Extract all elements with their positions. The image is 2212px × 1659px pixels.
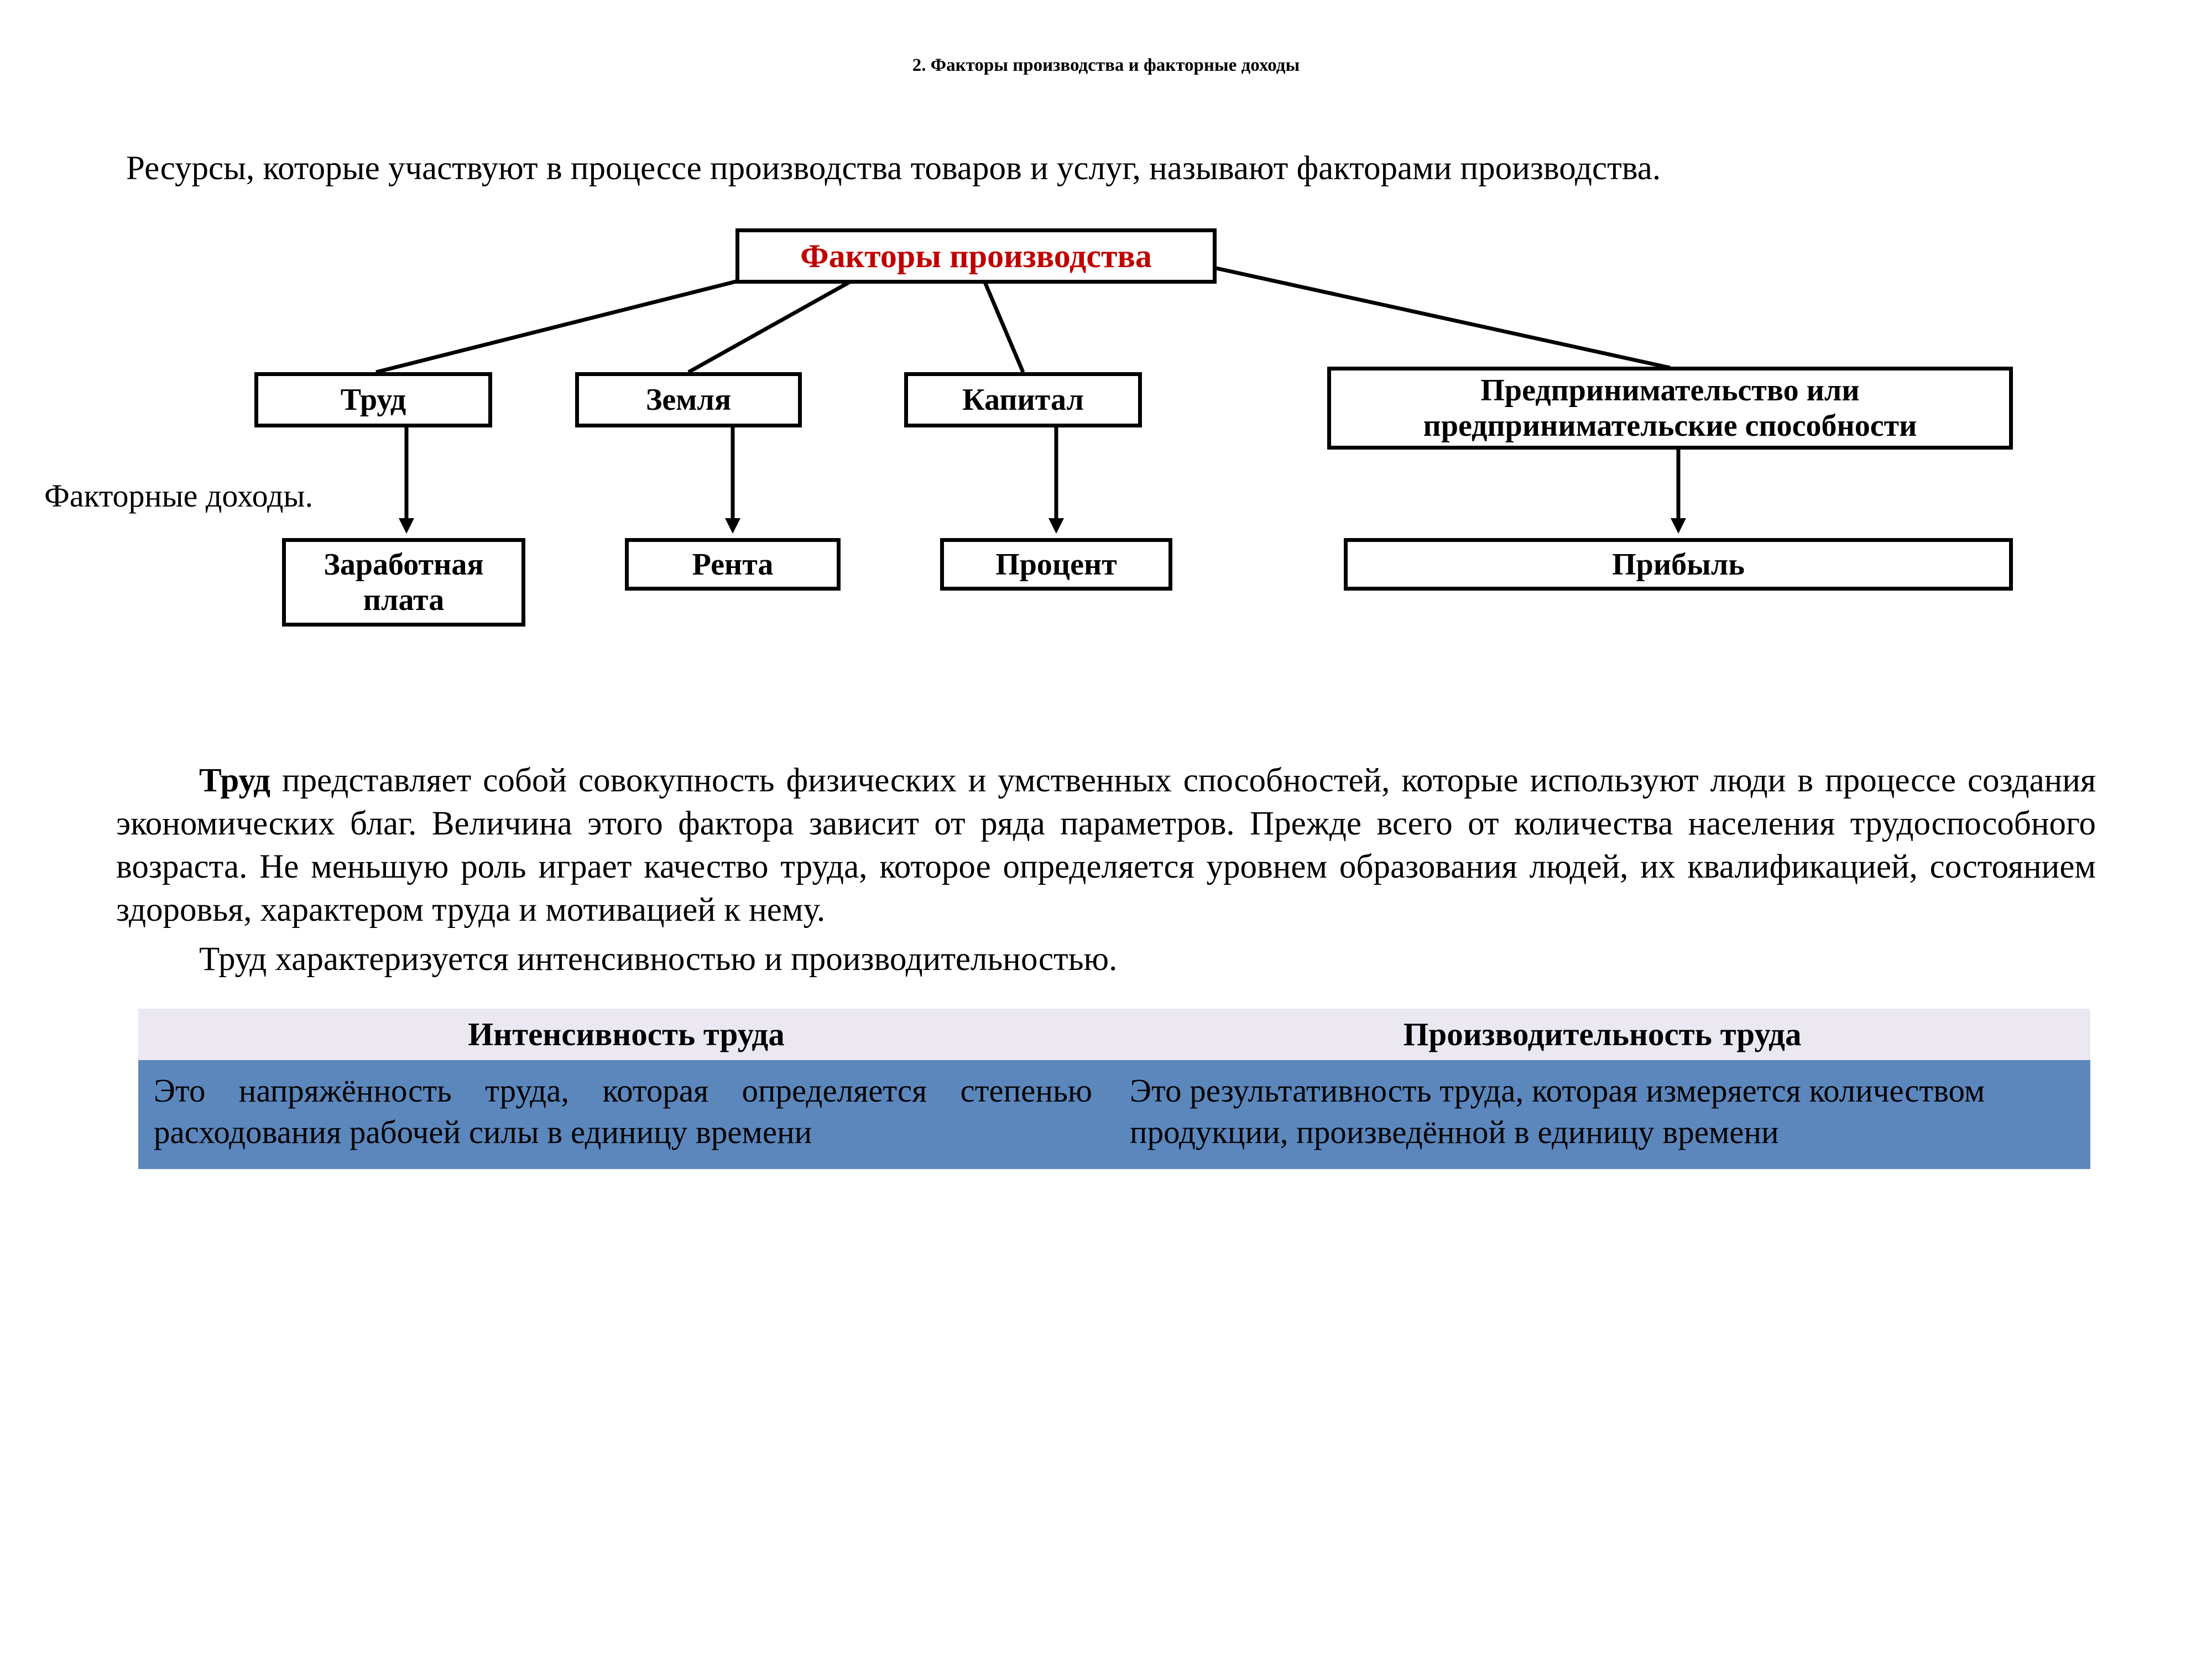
labor-table: Интенсивность труда Производительность т… [138,1009,2090,1169]
diagram-connectors [100,228,2112,698]
node-labor: Труд [254,372,492,427]
cell-intensity: Это напряжённость труда, которая определ… [138,1060,1114,1169]
section-heading: 2. Факторы производства и факторные дохо… [100,55,2112,76]
node-land: Земля [575,372,802,427]
node-profit: Прибыль [1344,538,2013,591]
node-root: Факторы производства [735,228,1217,284]
cell-productivity: Это результативность труда, которая изме… [1114,1060,2090,1169]
document-page: 2. Факторы производства и факторные дохо… [0,0,2212,1659]
labor-characteristics-text: Труд характеризуется интенсивностью и пр… [199,941,1117,978]
intro-paragraph: Ресурсы, которые участвуют в процессе пр… [126,148,2112,190]
labor-characteristics: Труд характеризуется интенсивностью и пр… [116,938,2096,981]
node-entrepreneurship: Предпринимательство или предпринимательс… [1327,367,2013,450]
labor-paragraph: Труд представляет собой совокупность физ… [116,759,2096,932]
node-wage: Заработная плата [282,538,525,627]
node-rent: Рента [625,538,841,591]
node-capital: Капитал [904,372,1142,427]
col-intensity: Интенсивность труда [138,1009,1114,1060]
labor-term: Труд [199,762,270,799]
factor-incomes-label: Факторные доходы. [44,477,313,514]
table-row: Это напряжённость труда, которая определ… [138,1060,2090,1169]
labor-text: представляет собой совокупность физическ… [116,762,2096,928]
col-productivity: Производительность труда [1114,1009,2090,1060]
node-interest: Процент [940,538,1172,591]
factors-diagram: Факторы производства Труд Земля Капитал … [100,228,2112,698]
